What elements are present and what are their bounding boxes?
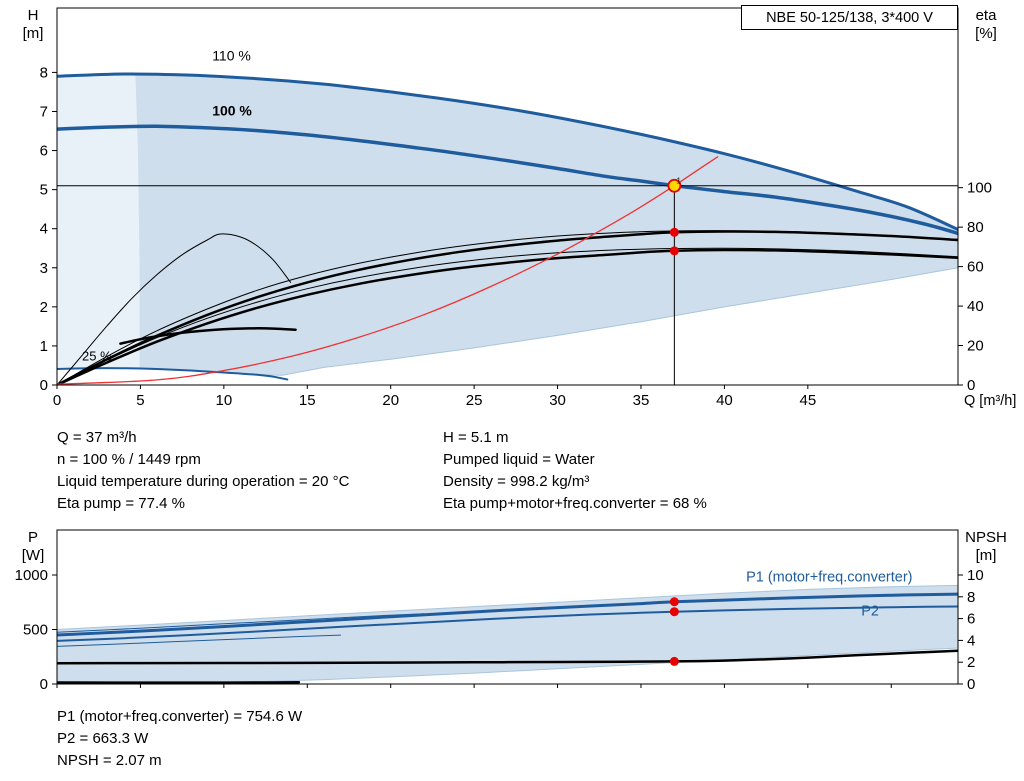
operating-envelope-area (57, 73, 958, 376)
speed-25-curve (57, 367, 289, 381)
p-npsh-chart-frame (56, 529, 959, 685)
info-line-npsh: NPSH = 2.07 m (57, 752, 162, 769)
x-tick-label: 15 (299, 392, 316, 409)
power-info: P1 (motor+freq.converter) = 754.6 W P2 =… (57, 706, 302, 772)
info-line-p2: P2 = 663.3 W (57, 730, 149, 747)
y-left-tick-label: 8 (40, 64, 48, 81)
x-axis-title: Q [m³/h] (964, 393, 1016, 409)
info-line-p1: P1 (motor+freq.converter) = 754.6 W (57, 708, 303, 725)
p1-curve-label: P1 (motor+freq.converter) (746, 570, 912, 586)
y-left-tick-label: 6 (40, 143, 48, 160)
x-tick-label: 35 (633, 392, 650, 409)
info-line-flow: Q = 37 m³/h (57, 429, 137, 446)
eta-total-thin-curve (57, 247, 958, 385)
y-right-tick-label: 100 (967, 180, 992, 197)
y-left-axis-title: P (28, 529, 38, 546)
y-left-tick-label: 1000 (15, 567, 48, 584)
info-line-pumped-liquid: Pumped liquid = Water (443, 451, 595, 468)
info-line-speed: n = 100 % / 1449 rpm (57, 451, 201, 468)
y-left-axis-title: H (28, 7, 39, 24)
duty-info-right: H = 5.1 m Pumped liquid = Water Density … (443, 427, 707, 515)
duty-point[interactable] (667, 178, 682, 193)
y-right-tick-label: 2 (967, 654, 975, 671)
y-right-tick-label: 10 (967, 567, 984, 584)
duty-point-label: 1 (677, 177, 682, 186)
y-right-tick-label: 60 (967, 259, 984, 276)
pump-type-box: NBE 50-125/138, 3*400 V (741, 5, 958, 30)
y-left-tick-label: 0 (40, 377, 48, 394)
info-line-eta-pump: Eta pump = 77.4 % (57, 495, 185, 512)
x-tick-label: 20 (382, 392, 399, 409)
y-left-tick-label: 4 (40, 221, 48, 238)
hq-eta-chart (57, 72, 958, 385)
p1-curve (57, 592, 958, 637)
y-left-tick-label: 5 (40, 182, 48, 199)
speed-110-label: 110 % (212, 48, 251, 64)
p2-point (669, 607, 679, 617)
x-tick-label: 40 (716, 392, 733, 409)
npsh-point (669, 656, 679, 666)
eta-pump-curve (57, 230, 958, 385)
y-right-tick-label: 0 (967, 377, 975, 394)
p1-point (669, 597, 679, 607)
y-left-axis-title: [W] (22, 547, 45, 564)
x-tick-label: 0 (53, 392, 61, 409)
pump-type-text: NBE 50-125/138, 3*400 V (766, 9, 933, 26)
y-left-tick-label: 2 (40, 299, 48, 316)
info-line-eta-total: Eta pump+motor+freq.converter = 68 % (443, 495, 707, 512)
x-tick-label: 5 (136, 392, 144, 409)
duty-info-left: Q = 37 m³/h n = 100 % / 1449 rpm Liquid … (57, 427, 349, 515)
speed-100-curve (57, 124, 958, 236)
y-right-tick-label: 6 (967, 611, 975, 628)
speed-25-label: 25 % (82, 348, 112, 363)
y-left-tick-label: 3 (40, 260, 48, 277)
info-line-head: H = 5.1 m (443, 429, 509, 446)
x-tick-label: 25 (466, 392, 483, 409)
info-line-liquid-temp: Liquid temperature during operation = 20… (57, 473, 350, 490)
y-left-tick-label: 7 (40, 103, 48, 120)
y-right-axis-title: NPSH (965, 529, 1007, 546)
speed-110-curve (57, 72, 958, 231)
npsh-curve (57, 649, 958, 665)
y-right-tick-label: 20 (967, 338, 984, 355)
y-right-tick-label: 0 (967, 676, 975, 693)
y-left-axis-title: [m] (23, 25, 44, 42)
y-right-tick-label: 8 (967, 589, 975, 606)
p2-curve-label: P2 (861, 603, 879, 619)
y-right-tick-label: 80 (967, 219, 984, 236)
eta-total-point (669, 246, 679, 256)
y-left-tick-label: 500 (23, 622, 48, 639)
p-npsh-chart (57, 584, 958, 684)
y-right-axis-title: eta (976, 7, 998, 24)
eta-reduced-speed-curve (57, 233, 292, 385)
p2-curve (57, 605, 958, 642)
x-tick-label: 10 (216, 392, 233, 409)
y-right-tick-label: 40 (967, 298, 984, 315)
y-right-axis-title: [%] (975, 25, 997, 42)
x-tick-label: 45 (799, 392, 816, 409)
speed-100-label: 100 % (212, 102, 252, 118)
y-left-tick-label: 0 (40, 676, 48, 693)
p2-thin-curve (57, 634, 342, 647)
envelope-left-light-area (57, 74, 140, 369)
p1-thin-curve (57, 613, 425, 633)
eta-pump-point (669, 227, 679, 237)
eta-total-curve (57, 248, 958, 385)
info-line-density: Density = 998.2 kg/m³ (443, 473, 590, 490)
y-right-tick-label: 4 (967, 632, 975, 649)
hq-eta-chart-frame (56, 7, 959, 386)
y-right-axis-title: [m] (976, 547, 997, 564)
x-tick-label: 30 (549, 392, 566, 409)
y-left-tick-label: 1 (40, 338, 48, 355)
eta-reduced-total-curve (119, 327, 297, 345)
